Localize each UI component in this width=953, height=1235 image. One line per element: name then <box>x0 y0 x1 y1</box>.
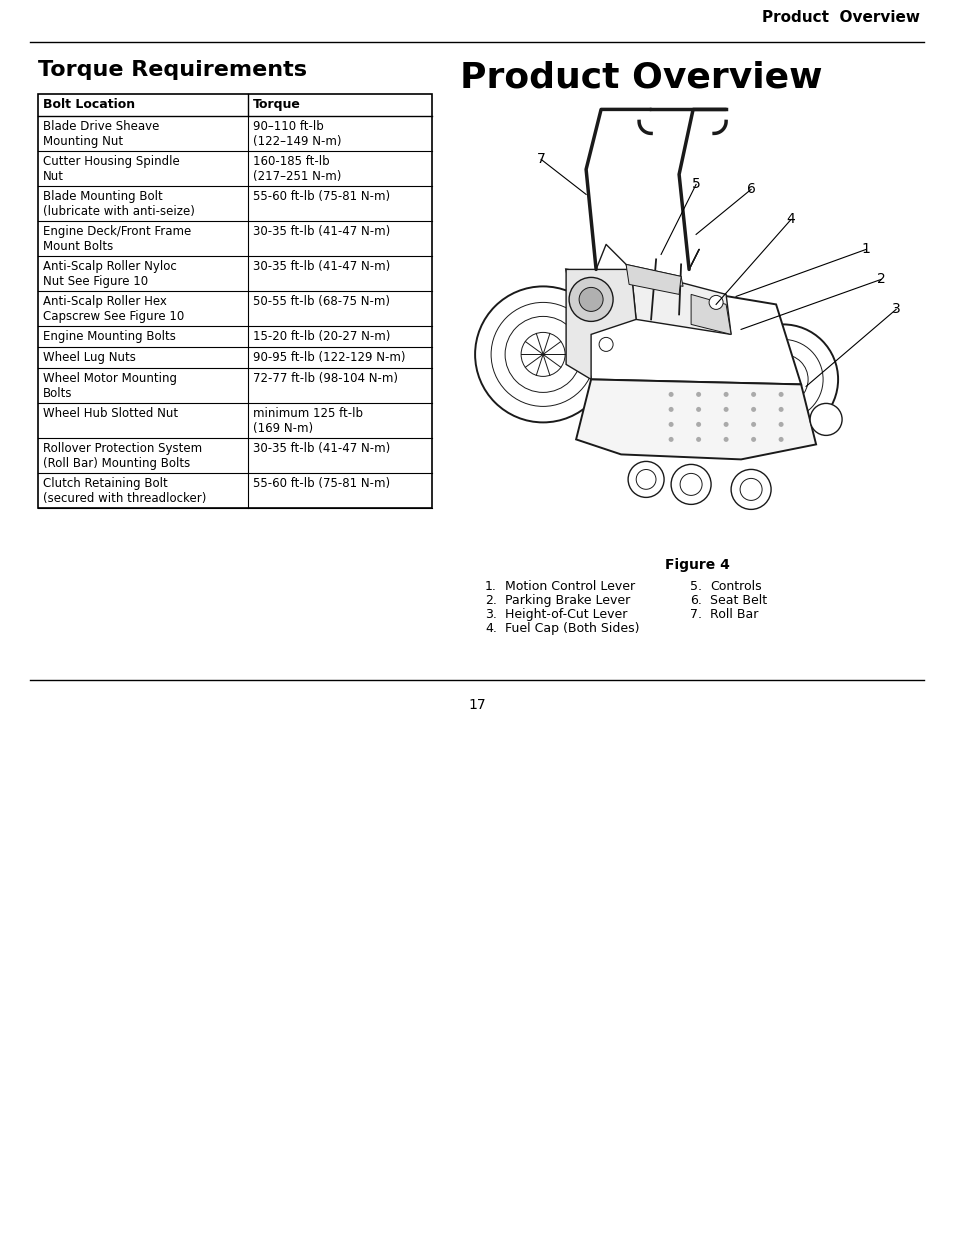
Text: 72-77 ft-lb (98-104 N-m): 72-77 ft-lb (98-104 N-m) <box>253 372 397 385</box>
Polygon shape <box>625 264 680 294</box>
Circle shape <box>730 469 770 509</box>
Text: 4: 4 <box>786 212 795 226</box>
Text: 2.: 2. <box>484 594 497 606</box>
Circle shape <box>627 462 663 498</box>
Text: Anti-Scalp Roller Nyloc
Nut See Figure 10: Anti-Scalp Roller Nyloc Nut See Figure 1… <box>43 261 176 288</box>
Text: Figure 4: Figure 4 <box>664 558 729 572</box>
Text: 55-60 ft-lb (75-81 N-m): 55-60 ft-lb (75-81 N-m) <box>253 477 390 490</box>
Text: Roll Bar: Roll Bar <box>709 608 758 621</box>
Text: 7.: 7. <box>689 608 701 621</box>
Text: Seat Belt: Seat Belt <box>709 594 766 606</box>
Text: Anti-Scalp Roller Hex
Capscrew See Figure 10: Anti-Scalp Roller Hex Capscrew See Figur… <box>43 295 184 324</box>
Text: 90-95 ft-lb (122-129 N-m): 90-95 ft-lb (122-129 N-m) <box>253 351 405 364</box>
Text: 7: 7 <box>537 152 545 167</box>
Text: Torque: Torque <box>253 98 300 111</box>
Polygon shape <box>625 264 682 287</box>
Text: 30-35 ft-lb (41-47 N-m): 30-35 ft-lb (41-47 N-m) <box>253 261 390 273</box>
Bar <box>38 94 432 508</box>
Circle shape <box>696 422 700 427</box>
Polygon shape <box>690 294 730 335</box>
Text: Clutch Retaining Bolt
(secured with threadlocker): Clutch Retaining Bolt (secured with thre… <box>43 477 206 505</box>
Text: Blade Drive Sheave
Mounting Nut: Blade Drive Sheave Mounting Nut <box>43 120 159 148</box>
Circle shape <box>809 404 841 436</box>
Text: 1: 1 <box>861 242 870 257</box>
Circle shape <box>668 422 673 427</box>
Circle shape <box>778 422 782 427</box>
Text: 30-35 ft-lb (41-47 N-m): 30-35 ft-lb (41-47 N-m) <box>253 225 390 238</box>
Polygon shape <box>576 379 815 459</box>
Text: 15-20 ft-lb (20-27 N-m): 15-20 ft-lb (20-27 N-m) <box>253 330 390 343</box>
Text: 160-185 ft-lb
(217–251 N-m): 160-185 ft-lb (217–251 N-m) <box>253 156 341 183</box>
Polygon shape <box>565 269 801 384</box>
Circle shape <box>722 422 728 427</box>
Circle shape <box>778 406 782 412</box>
Circle shape <box>708 295 722 310</box>
Text: 90–110 ft-lb
(122–149 N-m): 90–110 ft-lb (122–149 N-m) <box>253 120 341 148</box>
Text: Engine Mounting Bolts: Engine Mounting Bolts <box>43 330 175 343</box>
Text: 5.: 5. <box>689 580 701 593</box>
Circle shape <box>750 406 756 412</box>
Text: Bolt Location: Bolt Location <box>43 98 135 111</box>
Circle shape <box>668 437 673 442</box>
Text: Controls: Controls <box>709 580 760 593</box>
Circle shape <box>569 278 613 321</box>
Text: Wheel Hub Slotted Nut: Wheel Hub Slotted Nut <box>43 408 178 420</box>
Text: Engine Deck/Front Frame
Mount Bolts: Engine Deck/Front Frame Mount Bolts <box>43 225 191 253</box>
Text: 55-60 ft-lb (75-81 N-m): 55-60 ft-lb (75-81 N-m) <box>253 190 390 203</box>
Circle shape <box>668 391 673 396</box>
Text: Fuel Cap (Both Sides): Fuel Cap (Both Sides) <box>504 622 639 635</box>
Text: Motion Control Lever: Motion Control Lever <box>504 580 635 593</box>
Text: 3: 3 <box>891 303 900 316</box>
Circle shape <box>578 288 602 311</box>
Text: 5: 5 <box>691 178 700 191</box>
Text: 4.: 4. <box>484 622 497 635</box>
Circle shape <box>778 437 782 442</box>
Circle shape <box>598 337 613 352</box>
Circle shape <box>722 437 728 442</box>
Text: 30-35 ft-lb (41-47 N-m): 30-35 ft-lb (41-47 N-m) <box>253 442 390 454</box>
Text: minimum 125 ft-lb
(169 N-m): minimum 125 ft-lb (169 N-m) <box>253 408 363 435</box>
Text: 6.: 6. <box>689 594 701 606</box>
Circle shape <box>722 391 728 396</box>
Text: 6: 6 <box>746 183 755 196</box>
Polygon shape <box>631 269 730 335</box>
Text: Parking Brake Lever: Parking Brake Lever <box>504 594 630 606</box>
Text: 17: 17 <box>468 698 485 713</box>
Text: Blade Mounting Bolt
(lubricate with anti-seize): Blade Mounting Bolt (lubricate with anti… <box>43 190 194 219</box>
Circle shape <box>696 406 700 412</box>
Text: 2: 2 <box>876 273 884 287</box>
Text: 1.: 1. <box>484 580 497 593</box>
Text: Torque Requirements: Torque Requirements <box>38 61 307 80</box>
Text: 3.: 3. <box>484 608 497 621</box>
Text: Wheel Motor Mounting
Bolts: Wheel Motor Mounting Bolts <box>43 372 177 400</box>
Circle shape <box>778 391 782 396</box>
Circle shape <box>750 437 756 442</box>
Circle shape <box>670 464 710 504</box>
Circle shape <box>750 422 756 427</box>
Text: Cutter Housing Spindle
Nut: Cutter Housing Spindle Nut <box>43 156 179 183</box>
Circle shape <box>722 406 728 412</box>
Text: 50-55 ft-lb (68-75 N-m): 50-55 ft-lb (68-75 N-m) <box>253 295 390 308</box>
Circle shape <box>696 391 700 396</box>
Text: Product  Overview: Product Overview <box>761 10 919 25</box>
Text: Height-of-Cut Lever: Height-of-Cut Lever <box>504 608 627 621</box>
Circle shape <box>750 391 756 396</box>
Circle shape <box>668 406 673 412</box>
Text: Rollover Protection System
(Roll Bar) Mounting Bolts: Rollover Protection System (Roll Bar) Mo… <box>43 442 202 471</box>
Circle shape <box>696 437 700 442</box>
Polygon shape <box>565 269 636 379</box>
Text: Wheel Lug Nuts: Wheel Lug Nuts <box>43 351 135 364</box>
Text: Product Overview: Product Overview <box>459 61 821 94</box>
